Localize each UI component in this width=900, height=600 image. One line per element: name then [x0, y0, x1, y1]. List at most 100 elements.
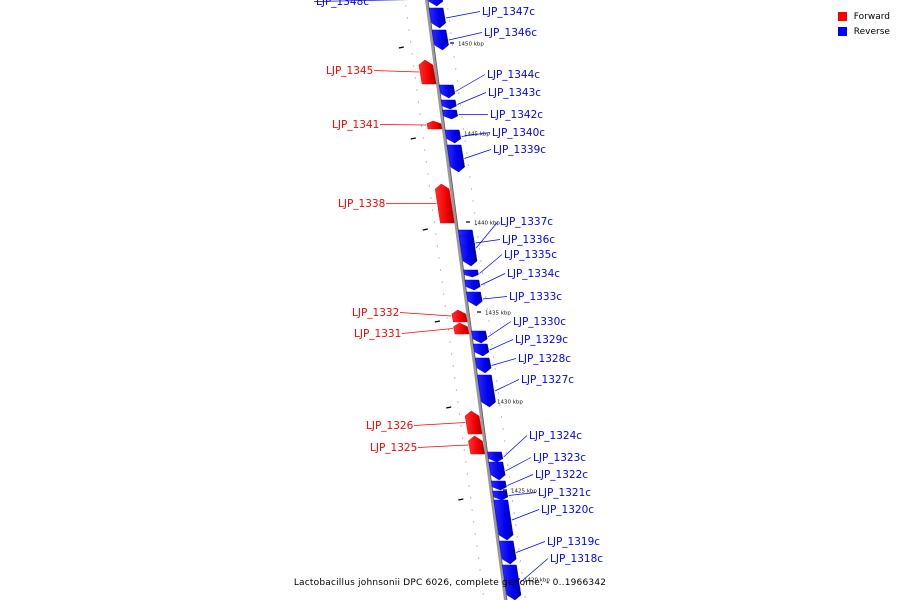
reverse-gene-arrow[interactable]: [466, 291, 483, 307]
reverse-gene-arrow[interactable]: [493, 499, 514, 541]
gene-feature[interactable]: LJP_1348c: [313, 0, 444, 8]
gene-label[interactable]: LJP_1324c: [529, 430, 582, 442]
gene-label[interactable]: LJP_1346c: [484, 27, 537, 39]
gene-feature[interactable]: LJP_1331: [354, 322, 470, 340]
reverse-gene-arrow[interactable]: [471, 330, 488, 344]
gene-feature[interactable]: LJP_1343c: [440, 87, 541, 110]
gene-label[interactable]: LJP_1320c: [541, 504, 594, 516]
gene-label[interactable]: LJP_1327c: [521, 374, 574, 386]
gene-label[interactable]: LJP_1335c: [504, 249, 557, 261]
gene-label[interactable]: LJP_1328c: [518, 353, 571, 365]
reverse-gene-arrow[interactable]: [442, 109, 458, 120]
reverse-gene-arrow[interactable]: [487, 451, 504, 463]
reverse-gene-arrow[interactable]: [502, 564, 522, 600]
reverse-gene-arrow[interactable]: [428, 7, 446, 29]
gene-label[interactable]: LJP_1321c: [538, 487, 591, 499]
reverse-gene-arrow[interactable]: [427, 0, 444, 7]
gene-feature[interactable]: LJP_1336c: [458, 234, 555, 251]
gene-feature[interactable]: LJP_1326: [366, 410, 483, 435]
gene-feature[interactable]: LJP_1339c: [446, 144, 546, 173]
forward-gene-arrow[interactable]: [464, 410, 483, 435]
gene-feature[interactable]: LJP_1328c: [474, 353, 571, 374]
reverse-gene-arrow[interactable]: [446, 144, 465, 173]
gene-feature[interactable]: LJP_1342c: [442, 109, 544, 121]
forward-gene-arrow[interactable]: [453, 322, 470, 335]
leader-line: [445, 11, 481, 19]
reverse-gene-arrow[interactable]: [492, 490, 509, 501]
major-tick: [434, 320, 441, 323]
gene-feature[interactable]: LJP_1324c: [487, 430, 583, 463]
gene-feature[interactable]: LJP_1320c: [493, 499, 594, 541]
gene-label[interactable]: LJP_1330c: [513, 316, 566, 328]
gene-label[interactable]: LJP_1334c: [507, 268, 560, 280]
gene-label[interactable]: LJP_1322c: [535, 469, 588, 481]
major-tick: [446, 406, 452, 409]
gene-feature[interactable]: LJP_1332: [352, 307, 468, 323]
kbp-label: 1420 kbp: [524, 578, 550, 584]
forward-gene-arrow[interactable]: [434, 183, 455, 224]
gene-label[interactable]: LJP_1348c: [316, 0, 369, 8]
gene-feature[interactable]: LJP_1346c: [431, 27, 537, 51]
gene-label[interactable]: LJP_1338: [338, 198, 385, 210]
reverse-swatch: [837, 27, 847, 36]
gene-label[interactable]: LJP_1337c: [500, 216, 553, 228]
gene-feature[interactable]: LJP_1329c: [472, 334, 568, 357]
gene-feature[interactable]: LJP_1325: [370, 435, 486, 455]
reverse-gene-arrow[interactable]: [458, 235, 476, 251]
reverse-gene-arrow[interactable]: [463, 269, 479, 278]
reverse-gene-arrow[interactable]: [431, 29, 449, 51]
gene-feature[interactable]: LJP_1330c: [471, 316, 567, 344]
gene-label[interactable]: LJP_1325: [370, 442, 417, 454]
gene-label[interactable]: LJP_1323c: [533, 452, 586, 464]
gene-label[interactable]: LJP_1332: [352, 307, 399, 319]
reverse-gene-arrow[interactable]: [472, 343, 490, 357]
reverse-gene-arrow[interactable]: [464, 279, 481, 291]
leader-line: [457, 92, 487, 105]
gene-label[interactable]: LJP_1343c: [488, 87, 541, 99]
gene-feature[interactable]: LJP_1333c: [466, 291, 562, 307]
reverse-gene-arrow[interactable]: [498, 540, 517, 565]
gene-label[interactable]: LJP_1347c: [482, 6, 535, 18]
gene-feature[interactable]: LJP_1323c: [488, 452, 586, 481]
gene-label[interactable]: LJP_1326: [366, 420, 414, 432]
gene-feature[interactable]: LJP_1318c: [502, 553, 603, 600]
genome-backbone: [425, 0, 507, 600]
gene-label[interactable]: LJP_1333c: [509, 291, 562, 303]
gene-feature[interactable]: LJP_1335c: [463, 249, 558, 278]
forward-gene-arrow[interactable]: [418, 59, 437, 85]
gene-label[interactable]: LJP_1339c: [493, 144, 546, 156]
gene-label[interactable]: LJP_1341: [332, 119, 379, 131]
reverse-gene-arrow[interactable]: [477, 374, 496, 408]
gene-feature[interactable]: LJP_1344c: [438, 69, 540, 99]
gene-feature[interactable]: LJP_1345: [326, 59, 437, 85]
reverse-gene-arrow[interactable]: [488, 461, 506, 481]
gene-label[interactable]: LJP_1319c: [547, 536, 600, 548]
gene-feature[interactable]: LJP_1341: [332, 119, 443, 131]
gene-label[interactable]: LJP_1344c: [487, 69, 540, 81]
gene-feature[interactable]: LJP_1321c: [492, 487, 592, 501]
gene-feature[interactable]: LJP_1319c: [498, 536, 600, 565]
leader-line: [489, 339, 514, 351]
gene-feature[interactable]: LJP_1338: [338, 183, 455, 224]
gene-feature[interactable]: LJP_1340c: [444, 127, 545, 144]
gene-label[interactable]: LJP_1336c: [502, 234, 555, 246]
reverse-gene-arrow[interactable]: [444, 129, 462, 144]
gene-feature[interactable]: LJP_1322c: [491, 469, 588, 491]
gene-label[interactable]: LJP_1345: [326, 65, 373, 77]
forward-gene-arrow[interactable]: [468, 435, 486, 455]
gene-feature[interactable]: LJP_1327c: [477, 374, 574, 408]
gene-label[interactable]: LJP_1340c: [492, 127, 545, 139]
reverse-gene-arrow[interactable]: [438, 84, 456, 99]
leader-line: [417, 444, 469, 448]
reverse-gene-arrow[interactable]: [491, 480, 507, 491]
gene-feature[interactable]: LJP_1347c: [428, 6, 535, 29]
gene-label[interactable]: LJP_1342c: [490, 109, 543, 121]
reverse-gene-arrow[interactable]: [440, 99, 457, 110]
forward-gene-arrow[interactable]: [426, 120, 443, 130]
forward-gene-arrow[interactable]: [451, 309, 468, 323]
gene-feature[interactable]: LJP_1334c: [464, 268, 560, 291]
gene-label[interactable]: LJP_1329c: [515, 334, 568, 346]
gene-label[interactable]: LJP_1318c: [550, 553, 603, 565]
reverse-gene-arrow[interactable]: [474, 357, 492, 374]
gene-label[interactable]: LJP_1331: [354, 328, 401, 340]
